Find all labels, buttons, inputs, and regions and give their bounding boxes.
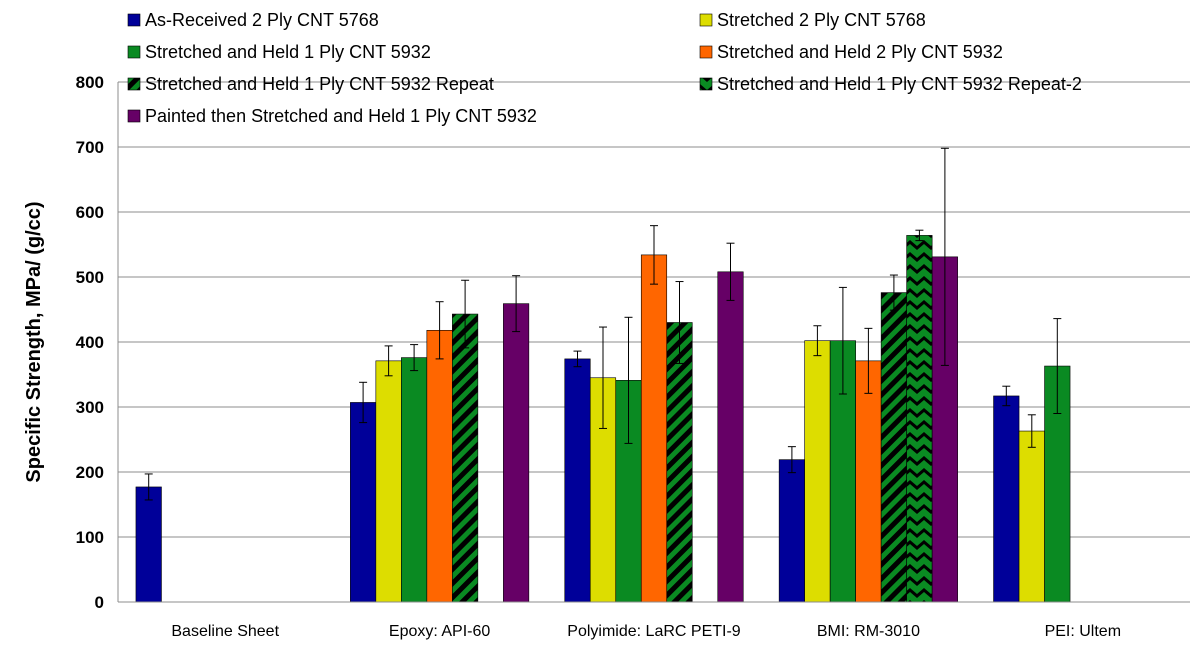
x-category-label: Epoxy: API-60 <box>389 623 490 640</box>
x-category-label: PEI: Ultem <box>1045 623 1121 640</box>
axes: 0 100 200 300 400 500 600 700 800 Baseline Sheet E… <box>76 73 1190 640</box>
y-tick-label: 100 <box>76 528 104 547</box>
legend-swatch <box>127 45 141 59</box>
y-tick-label: 0 <box>95 593 104 612</box>
y-tick-label: 700 <box>76 138 104 157</box>
legend-label: Stretched 2 Ply CNT 5768 <box>717 10 926 30</box>
bar <box>778 459 805 603</box>
bar <box>375 360 402 603</box>
legend-label: Stretched and Held 1 Ply CNT 5932 Repeat <box>145 74 494 94</box>
y-tick-label: 600 <box>76 203 104 222</box>
legend-label: Stretched and Held 1 Ply CNT 5932 Repeat… <box>717 74 1082 94</box>
legend-label: As-Received 2 Ply CNT 5768 <box>145 10 379 30</box>
bar <box>717 271 744 603</box>
legend-label: Stretched and Held 2 Ply CNT 5932 <box>717 42 1003 62</box>
x-category-label: Baseline Sheet <box>171 623 279 640</box>
y-tick-label: 300 <box>76 398 104 417</box>
legend-label: Painted then Stretched and Held 1 Ply CN… <box>145 106 537 126</box>
bar <box>426 329 453 603</box>
x-category-label: BMI: RM-3010 <box>817 623 920 640</box>
y-tick-label: 800 <box>76 73 104 92</box>
bar <box>855 360 882 603</box>
legend-swatch <box>699 13 713 27</box>
y-axis-title: Specific Strength, MPa/ (g/cc) <box>23 201 45 482</box>
legend-label: Stretched and Held 1 Ply CNT 5932 <box>145 42 431 62</box>
y-tick-label: 200 <box>76 463 104 482</box>
y-tick-label: 400 <box>76 333 104 352</box>
bar <box>564 358 591 603</box>
bar <box>804 340 831 603</box>
bar <box>135 486 162 603</box>
bar <box>452 313 479 603</box>
y-tick-label: 500 <box>76 268 104 287</box>
bar <box>993 395 1020 603</box>
bar <box>350 402 377 603</box>
bar <box>640 254 668 603</box>
bars <box>135 147 1167 603</box>
legend: As-Received 2 Ply CNT 5768 Stretched 2 Pl… <box>127 10 1082 126</box>
legend-swatch <box>127 13 141 27</box>
bar <box>401 357 428 603</box>
x-category-label: Polyimide: LaRC PETI-9 <box>567 623 740 640</box>
bar <box>880 292 907 603</box>
legend-swatch <box>699 45 713 59</box>
bar <box>906 235 933 603</box>
legend-swatch <box>699 77 713 91</box>
bar <box>503 303 530 603</box>
bar <box>666 322 693 603</box>
legend-swatch <box>127 77 141 91</box>
bar <box>1018 430 1045 603</box>
legend-swatch <box>127 109 141 123</box>
